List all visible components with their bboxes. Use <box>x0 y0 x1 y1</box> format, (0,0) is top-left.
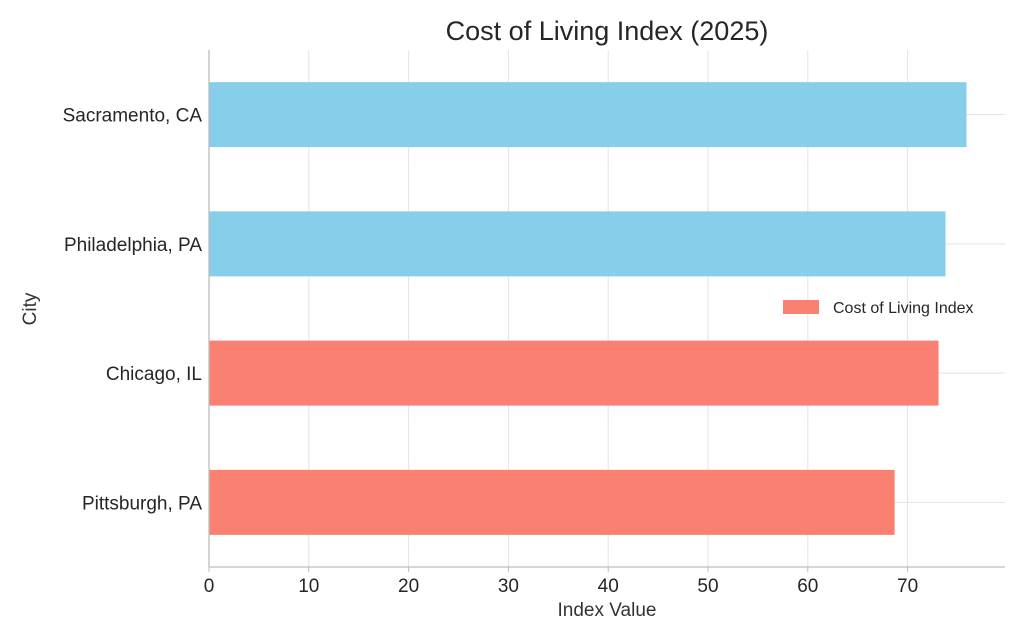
y-tick-label: Chicago, IL <box>106 364 202 385</box>
x-tick-label: 0 <box>204 576 215 597</box>
x-tick-label: 30 <box>498 576 519 597</box>
y-ticks: Sacramento, CA Philadelphia, PA Chicago, I… <box>63 106 203 515</box>
x-ticks: 0 10 20 30 40 50 60 70 <box>204 567 918 597</box>
x-tick-label: 20 <box>398 576 419 597</box>
legend-label: Cost of Living Index <box>833 300 974 317</box>
y-tick-label: Philadelphia, PA <box>64 235 202 256</box>
x-axis-label: Index Value <box>558 600 657 621</box>
x-tick-label: 10 <box>298 576 319 597</box>
y-axis-label: City <box>20 292 41 325</box>
legend-swatch <box>783 300 819 314</box>
legend: Cost of Living Index <box>783 300 974 317</box>
y-tick-label: Sacramento, CA <box>63 106 203 127</box>
x-tick-label: 60 <box>797 576 818 597</box>
chart-title: Cost of Living Index (2025) <box>446 16 769 46</box>
y-tick-label: Pittsburgh, PA <box>82 493 202 514</box>
x-tick-label: 40 <box>598 576 619 597</box>
bar <box>209 211 946 277</box>
bar <box>209 469 895 535</box>
axes <box>208 50 1005 568</box>
bar <box>209 340 939 406</box>
bar <box>209 82 967 148</box>
bars <box>209 82 967 535</box>
x-tick-label: 70 <box>897 576 918 597</box>
x-tick-label: 50 <box>697 576 718 597</box>
